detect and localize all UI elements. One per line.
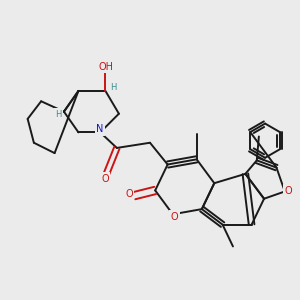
Text: O: O: [125, 189, 133, 199]
Text: H: H: [55, 110, 61, 118]
Text: O: O: [171, 212, 178, 222]
Text: H: H: [110, 83, 116, 92]
Text: OH: OH: [98, 62, 113, 72]
Text: O: O: [285, 185, 292, 196]
Text: O: O: [101, 173, 109, 184]
Text: N: N: [96, 124, 103, 134]
